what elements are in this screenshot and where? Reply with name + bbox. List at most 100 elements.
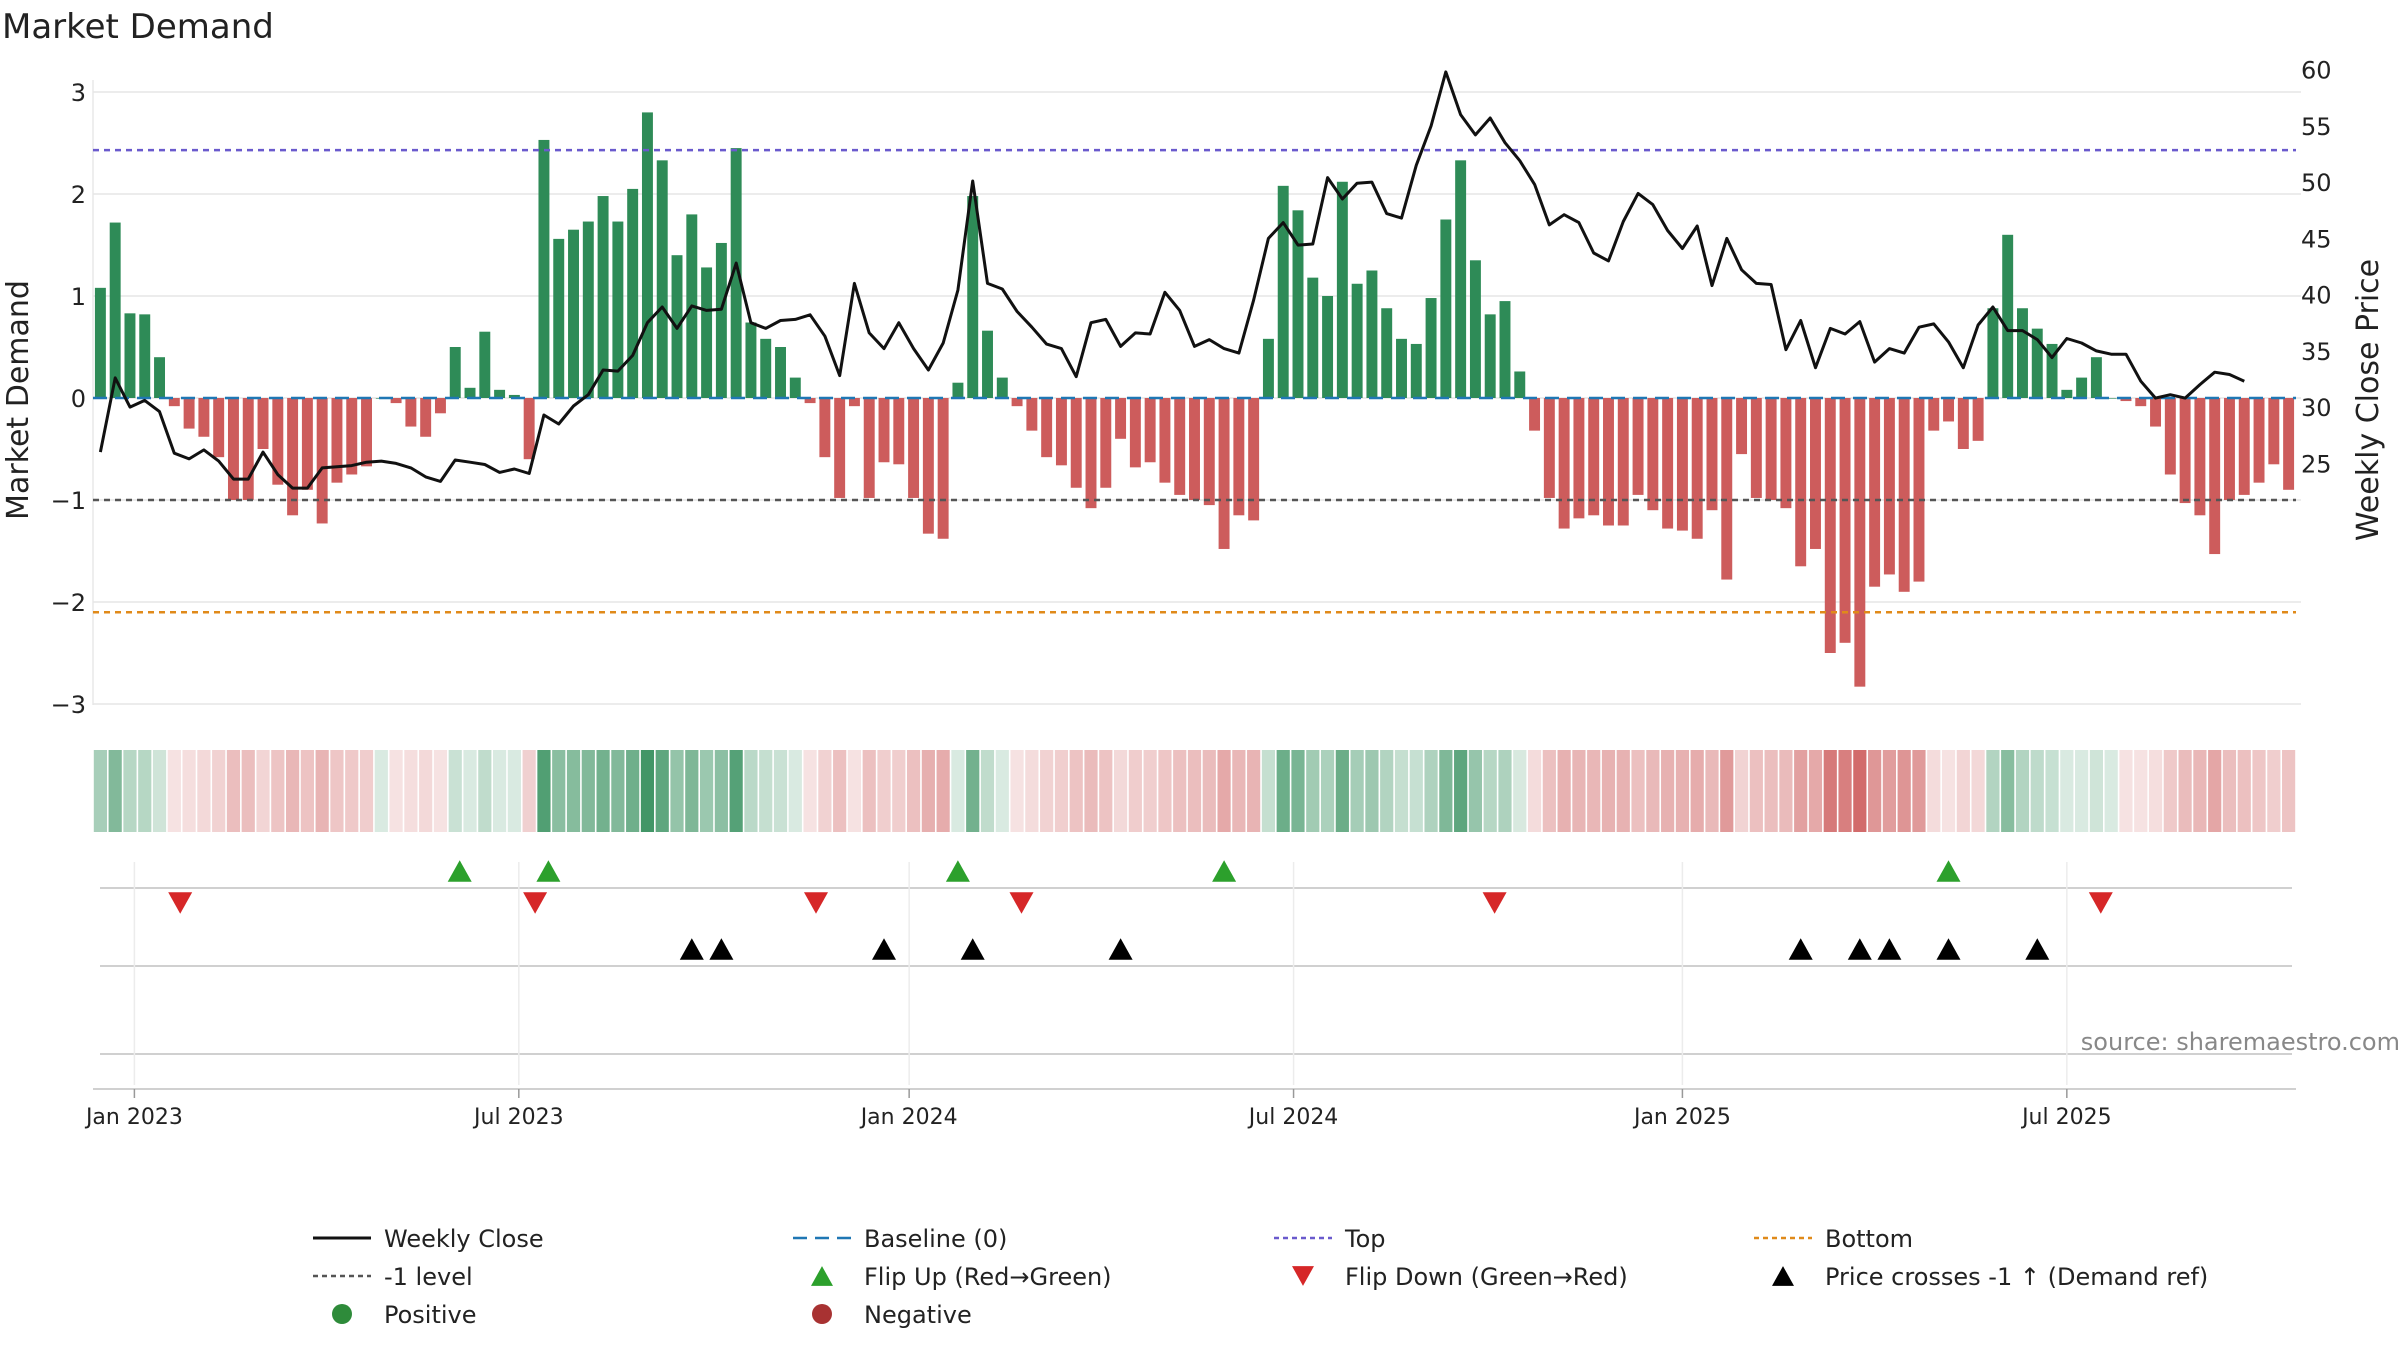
x-tick-label: Jan 2024 xyxy=(859,1105,958,1130)
y2-tick-label: 60 xyxy=(2301,57,2332,85)
chart-title: Market Demand xyxy=(2,7,274,47)
heat-cell xyxy=(921,750,935,832)
heat-cell xyxy=(581,750,595,832)
y2-tick-label: 45 xyxy=(2301,225,2332,253)
heat-cell xyxy=(212,750,226,832)
x-tick-label: Jul 2023 xyxy=(472,1105,564,1130)
demand-bar xyxy=(109,222,121,398)
demand-bar xyxy=(1854,398,1866,687)
flip-down-marker xyxy=(523,892,548,914)
price-cross-marker xyxy=(960,938,985,960)
heat-cell xyxy=(1113,750,1128,832)
heat-cell xyxy=(1143,750,1157,832)
heat-cell xyxy=(286,750,300,832)
flip-down-marker xyxy=(1009,892,1034,914)
source-label: source: sharemaestro.com xyxy=(2081,1028,2400,1056)
heat-cell xyxy=(1808,750,1823,832)
legend-label: Positive xyxy=(384,1301,477,1329)
demand-bar xyxy=(183,398,195,429)
demand-bar xyxy=(2268,398,2280,465)
heat-cell xyxy=(936,750,950,832)
close-price-layer xyxy=(98,70,2245,490)
demand-bar xyxy=(1795,398,1807,567)
heat-cell xyxy=(197,750,211,832)
heat-cell xyxy=(1498,750,1512,832)
demand-bar xyxy=(715,242,727,398)
demand-bar xyxy=(1736,398,1748,455)
heat-cell xyxy=(1601,750,1616,832)
demand-bar xyxy=(434,398,446,414)
demand-bar xyxy=(1898,398,1910,592)
x-tick-label: Jul 2025 xyxy=(2020,1105,2112,1130)
demand-bar xyxy=(568,229,579,398)
demand-bar xyxy=(1159,398,1171,483)
y-tick-label: 0 xyxy=(71,385,86,413)
demand-bar xyxy=(1824,398,1836,653)
demand-bar xyxy=(2031,328,2043,398)
heat-cell xyxy=(803,750,817,832)
legend-label: Price crosses -1 ↑ (Demand ref) xyxy=(1825,1263,2208,1291)
heat-cell xyxy=(1838,750,1852,832)
heat-cell xyxy=(626,750,640,832)
y2-tick-label: 55 xyxy=(2301,113,2332,141)
y2-tick-label: 50 xyxy=(2301,169,2332,197)
heat-cell xyxy=(2148,750,2163,832)
demand-bar xyxy=(2164,398,2176,475)
heat-cell xyxy=(108,750,122,832)
heat-cell xyxy=(759,750,773,832)
heat-cell xyxy=(1365,750,1379,832)
demand-bar xyxy=(1144,398,1156,463)
heat-cell xyxy=(1040,750,1054,832)
legend-swatch xyxy=(812,1304,832,1324)
demand-bar xyxy=(139,314,151,398)
demand-bar xyxy=(227,398,239,500)
price-cross-marker xyxy=(872,938,896,960)
heat-cell xyxy=(2267,750,2281,832)
demand-bar xyxy=(124,313,136,398)
flip-down-marker xyxy=(2088,892,2113,914)
heat-cell xyxy=(493,750,507,832)
demand-bar xyxy=(1233,398,1245,516)
demand-bar xyxy=(1588,398,1600,516)
heat-cell xyxy=(389,750,403,832)
heat-cell xyxy=(552,750,566,832)
heat-cell xyxy=(1394,750,1409,832)
heat-cell xyxy=(951,750,965,832)
heat-cell xyxy=(330,750,344,832)
heat-cell xyxy=(1690,750,1704,832)
price-cross-marker xyxy=(1108,938,1133,960)
demand-bar xyxy=(804,398,816,404)
heat-cell xyxy=(892,750,906,832)
heat-cell xyxy=(2134,750,2148,832)
demand-bar xyxy=(94,287,106,398)
demand-bar xyxy=(287,398,299,516)
heat-cell xyxy=(2178,750,2192,832)
demand-bar xyxy=(1780,398,1792,509)
y2-tick-label: 35 xyxy=(2301,338,2332,366)
heat-cell xyxy=(995,750,1009,832)
demand-bar xyxy=(1869,398,1881,587)
demand-bar xyxy=(1410,343,1422,398)
heat-cell xyxy=(1202,750,1216,832)
heat-cell xyxy=(1779,750,1793,832)
demand-bar xyxy=(2046,343,2058,398)
heat-cell xyxy=(2089,750,2103,832)
flip-up-marker xyxy=(1936,860,1961,882)
demand-bar xyxy=(198,398,210,437)
demand-bar xyxy=(922,398,934,534)
legend-label: Negative xyxy=(864,1301,972,1329)
demand-bar xyxy=(1396,338,1407,398)
price-cross-marker xyxy=(2025,938,2050,960)
heat-cell xyxy=(847,750,862,832)
heat-cell xyxy=(729,750,743,832)
demand-bar xyxy=(479,331,491,398)
demand-bar xyxy=(1750,398,1762,498)
demand-bar xyxy=(1100,398,1112,488)
demand-bar xyxy=(508,394,520,398)
heat-cell xyxy=(1069,750,1083,832)
heat-cell xyxy=(1320,750,1335,832)
heat-cell xyxy=(241,750,255,832)
heat-cell xyxy=(699,750,714,832)
heat-cell xyxy=(833,750,847,832)
